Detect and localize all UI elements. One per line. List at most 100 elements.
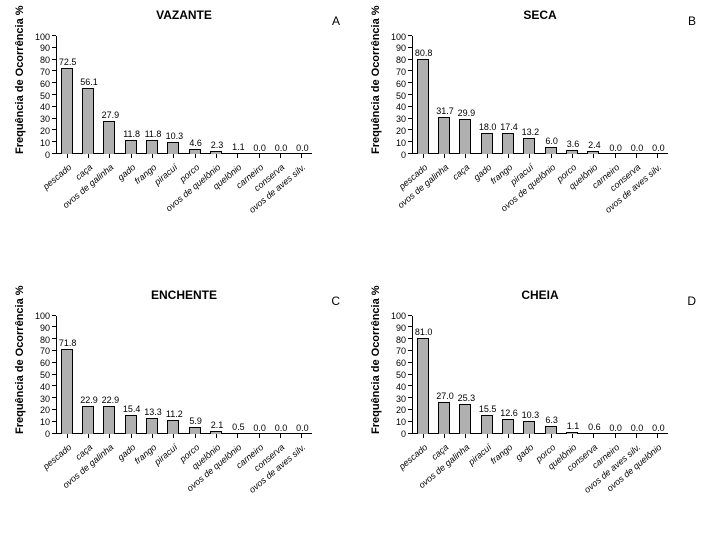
panel-title: CHEIA xyxy=(490,288,590,302)
ytick-label: 80 xyxy=(384,55,406,65)
ytick-mark xyxy=(52,118,56,119)
ytick-label: 90 xyxy=(384,43,406,53)
bar xyxy=(438,117,450,154)
xtick-label: piracuí xyxy=(466,442,493,467)
ytick-mark xyxy=(408,118,412,119)
bar-value-label: 0.0 xyxy=(645,143,671,153)
ytick-label: 30 xyxy=(384,394,406,404)
ytick-mark xyxy=(52,409,56,410)
ytick-mark xyxy=(408,141,412,142)
bar-value-label: 81.0 xyxy=(411,327,437,337)
panel-c: ENCHENTECFrequência de Ocorrência %01020… xyxy=(0,280,356,559)
xtick-mark xyxy=(173,154,174,158)
ytick-mark xyxy=(52,47,56,48)
ytick-label: 80 xyxy=(384,335,406,345)
xtick-mark xyxy=(593,434,594,438)
bar xyxy=(523,421,535,433)
bar xyxy=(125,415,137,433)
bar xyxy=(103,406,115,433)
panel-a: VAZANTEAFrequência de Ocorrência %010203… xyxy=(0,0,356,280)
ytick-mark xyxy=(408,82,412,83)
ytick-mark xyxy=(52,70,56,71)
xtick-mark xyxy=(301,154,302,158)
bar xyxy=(481,415,493,433)
ytick-mark xyxy=(52,82,56,83)
xtick-mark xyxy=(195,434,196,438)
ytick-mark xyxy=(408,374,412,375)
bar-value-label: 0.0 xyxy=(289,423,315,433)
panel-title: SECA xyxy=(490,8,590,22)
xtick-mark xyxy=(551,154,552,158)
xtick-mark xyxy=(259,434,260,438)
xtick-mark xyxy=(67,434,68,438)
bar xyxy=(523,138,535,154)
ytick-label: 30 xyxy=(28,394,50,404)
xtick-mark xyxy=(109,434,110,438)
ytick-label: 0 xyxy=(384,150,406,160)
bar xyxy=(481,133,493,154)
bar xyxy=(61,68,73,154)
bar xyxy=(167,420,179,433)
ytick-mark xyxy=(408,106,412,107)
ytick-label: 20 xyxy=(28,126,50,136)
ytick-mark xyxy=(52,35,56,36)
ytick-mark xyxy=(52,397,56,398)
xtick-label: gado xyxy=(514,442,536,463)
bar xyxy=(417,338,429,434)
y-axis-label: Frequência de Ocorrência % xyxy=(14,285,26,434)
ytick-mark xyxy=(52,421,56,422)
ytick-label: 60 xyxy=(28,79,50,89)
xtick-mark xyxy=(423,154,424,158)
xtick-mark xyxy=(301,434,302,438)
ytick-mark xyxy=(52,350,56,351)
xtick-mark xyxy=(444,154,445,158)
ytick-label: 40 xyxy=(384,102,406,112)
xtick-label: pescado xyxy=(41,162,73,192)
xtick-label: pescado xyxy=(41,442,73,472)
bar-value-label: 27.9 xyxy=(97,110,123,120)
xtick-mark xyxy=(88,434,89,438)
panel-title: ENCHENTE xyxy=(134,288,234,302)
xtick-mark xyxy=(572,154,573,158)
ytick-label: 40 xyxy=(28,102,50,112)
ytick-label: 60 xyxy=(384,79,406,89)
bar-value-label: 80.8 xyxy=(411,48,437,58)
xtick-mark xyxy=(529,154,530,158)
ytick-label: 100 xyxy=(384,311,406,321)
ytick-mark xyxy=(52,141,56,142)
bar xyxy=(417,59,429,154)
bar xyxy=(459,404,471,434)
bar xyxy=(103,121,115,154)
ytick-mark xyxy=(52,94,56,95)
xtick-mark xyxy=(216,154,217,158)
xtick-mark xyxy=(423,434,424,438)
ytick-label: 100 xyxy=(28,311,50,321)
ytick-label: 50 xyxy=(28,91,50,101)
ytick-mark xyxy=(408,153,412,154)
y-axis-label: Frequência de Ocorrência % xyxy=(370,5,382,154)
ytick-mark xyxy=(408,397,412,398)
ytick-label: 20 xyxy=(384,405,406,415)
xtick-mark xyxy=(572,434,573,438)
ytick-mark xyxy=(52,385,56,386)
xtick-label: pescado xyxy=(397,442,429,472)
ytick-label: 10 xyxy=(384,138,406,148)
ytick-label: 70 xyxy=(384,67,406,77)
ytick-label: 0 xyxy=(28,429,50,439)
bar xyxy=(146,418,158,434)
ytick-label: 10 xyxy=(384,417,406,427)
ytick-mark xyxy=(408,70,412,71)
panel-letter: C xyxy=(331,294,340,308)
ytick-label: 90 xyxy=(28,43,50,53)
xtick-mark xyxy=(615,434,616,438)
ytick-label: 20 xyxy=(28,405,50,415)
xtick-mark xyxy=(259,154,260,158)
ytick-mark xyxy=(52,106,56,107)
ytick-mark xyxy=(52,374,56,375)
xtick-mark xyxy=(152,154,153,158)
ytick-mark xyxy=(408,129,412,130)
panel-d: CHEIADFrequência de Ocorrência %01020304… xyxy=(356,280,712,559)
bar xyxy=(61,349,73,434)
bar-value-label: 71.8 xyxy=(55,338,81,348)
y-axis-label: Frequência de Ocorrência % xyxy=(370,285,382,434)
